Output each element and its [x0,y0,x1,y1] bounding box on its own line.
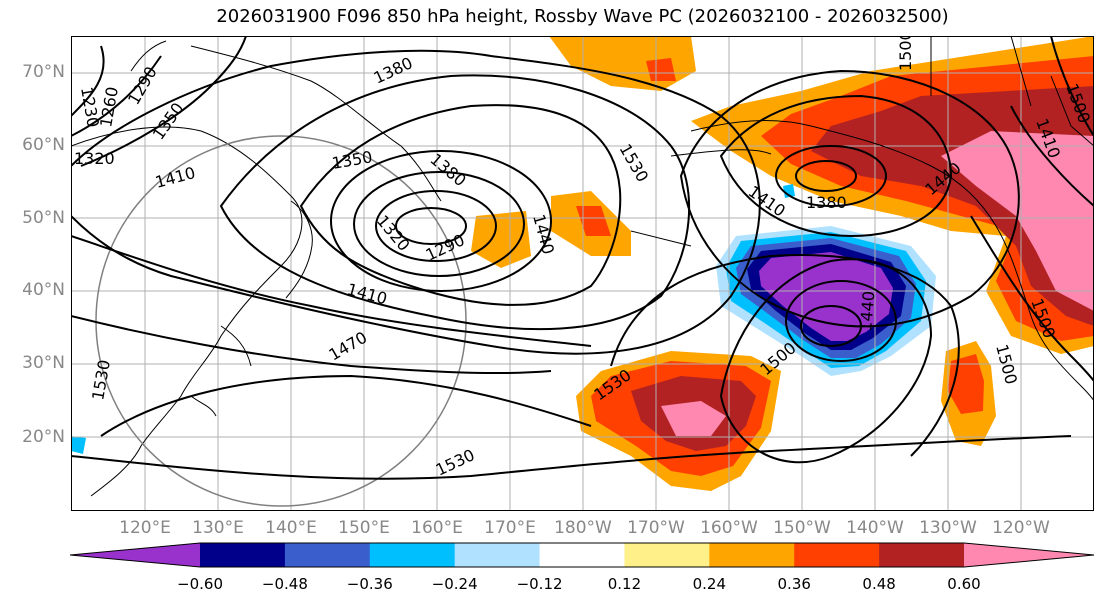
colorbar-tick-label: 0.48 [862,575,896,593]
lon-label: 120°W [992,518,1050,538]
colorbar-tick-label: −0.12 [516,575,563,593]
lon-label: 180°W [554,518,612,538]
colorbar-tick-label: −0.36 [346,575,393,593]
colorbar-swatch [284,543,371,567]
lat-label: 40°N [22,280,65,300]
lon-label: 150°E [338,518,390,538]
lon-label: 140°E [265,518,317,538]
colorbar-tick-label: 0.60 [947,575,981,593]
colorbar-swatch [539,543,625,567]
colorbar-tick-label: 0.24 [692,575,727,593]
colorbar-outline [70,542,1095,568]
lon-label: 160°E [411,518,463,538]
colorbar-swatch [369,543,456,567]
colorbar-swatch [964,543,1094,567]
lon-label: 130°E [192,518,244,538]
colorbar-tick-label: −0.48 [261,575,308,593]
lon-label: 170°E [484,518,536,538]
lat-label: 50°N [22,208,65,228]
lon-label: 160°W [700,518,758,538]
lat-label: 70°N [22,62,65,82]
contour-label: 1500 [896,36,915,71]
shading [71,36,1094,491]
colorbar-tick-label: 0.36 [777,575,811,593]
lat-label: 60°N [22,135,65,155]
colorbar-swatch [70,543,200,567]
map-plot: 1230 1260 1290 1320 1350 1410 1380 1350 … [71,36,1094,511]
range-circle [95,135,467,507]
colorbar-swatch [200,543,286,567]
lon-label: 140°W [846,518,904,538]
map-title: 2026031900 F096 850 hPa height, Rossby W… [216,6,949,27]
lon-label: 150°W [773,518,831,538]
colorbar-swatch [624,543,710,567]
lon-label: 130°W [919,518,977,538]
colorbar-tick-label: −0.60 [177,575,223,593]
coastlines [71,36,1094,497]
colorbar-swatch [794,543,880,567]
height-contours [71,36,1094,480]
lat-label: 20°N [22,427,65,447]
lat-label: 30°N [22,353,65,373]
colorbar-swatch [454,543,541,567]
colorbar-swatch [879,543,965,567]
colorbar-tick-label: 0.12 [607,575,642,593]
colorbar-swatch [709,543,795,567]
contour-label: 1380 [806,193,847,212]
lon-label: 120°E [119,518,171,538]
contour-label: 1320 [74,149,115,168]
lon-label: 170°W [627,518,685,538]
colorbar [70,542,1095,568]
anom-pos-aleutian [471,211,531,268]
contour-label: 1440 [856,290,878,332]
colorbar-tick-label: −0.24 [431,575,478,593]
